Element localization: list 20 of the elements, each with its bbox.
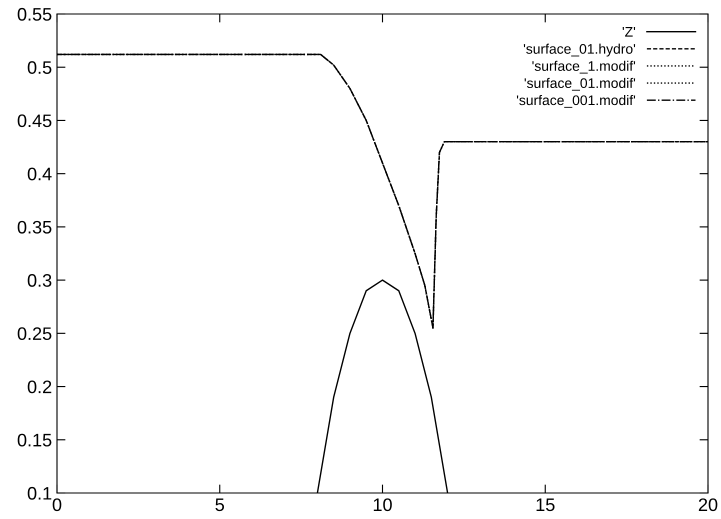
y-tick-label: 0.55 bbox=[18, 8, 52, 21]
x-tick-label: 0 bbox=[52, 498, 62, 512]
y-tick-label: 0.45 bbox=[18, 114, 52, 128]
x-tick-label: 20 bbox=[698, 498, 718, 512]
y-tick-label: 0.25 bbox=[18, 327, 52, 340]
y-tick-label: 0.5 bbox=[28, 61, 52, 74]
y-tick-label: 0.15 bbox=[18, 434, 52, 446]
y-tick-label: 0.2 bbox=[28, 380, 52, 394]
legend-label: 'surface_001.modif' bbox=[516, 94, 636, 108]
legend-label: 'Z' bbox=[622, 27, 636, 37]
y-tick-label: 0.4 bbox=[28, 168, 52, 180]
x-tick-label: 10 bbox=[374, 498, 392, 512]
y-tick-label: 0.35 bbox=[18, 220, 52, 234]
legend-label: 'surface_01.hydro' bbox=[524, 44, 636, 57]
x-tick-label: 15 bbox=[536, 498, 555, 512]
legend-label: 'surface_01.modif' bbox=[524, 78, 636, 91]
x-tick-label: 5 bbox=[215, 498, 224, 512]
legend-label: 'surface_1.modif' bbox=[532, 60, 636, 74]
y-tick-label: 0.3 bbox=[28, 274, 52, 287]
y-tick-label: 0.1 bbox=[28, 486, 52, 500]
